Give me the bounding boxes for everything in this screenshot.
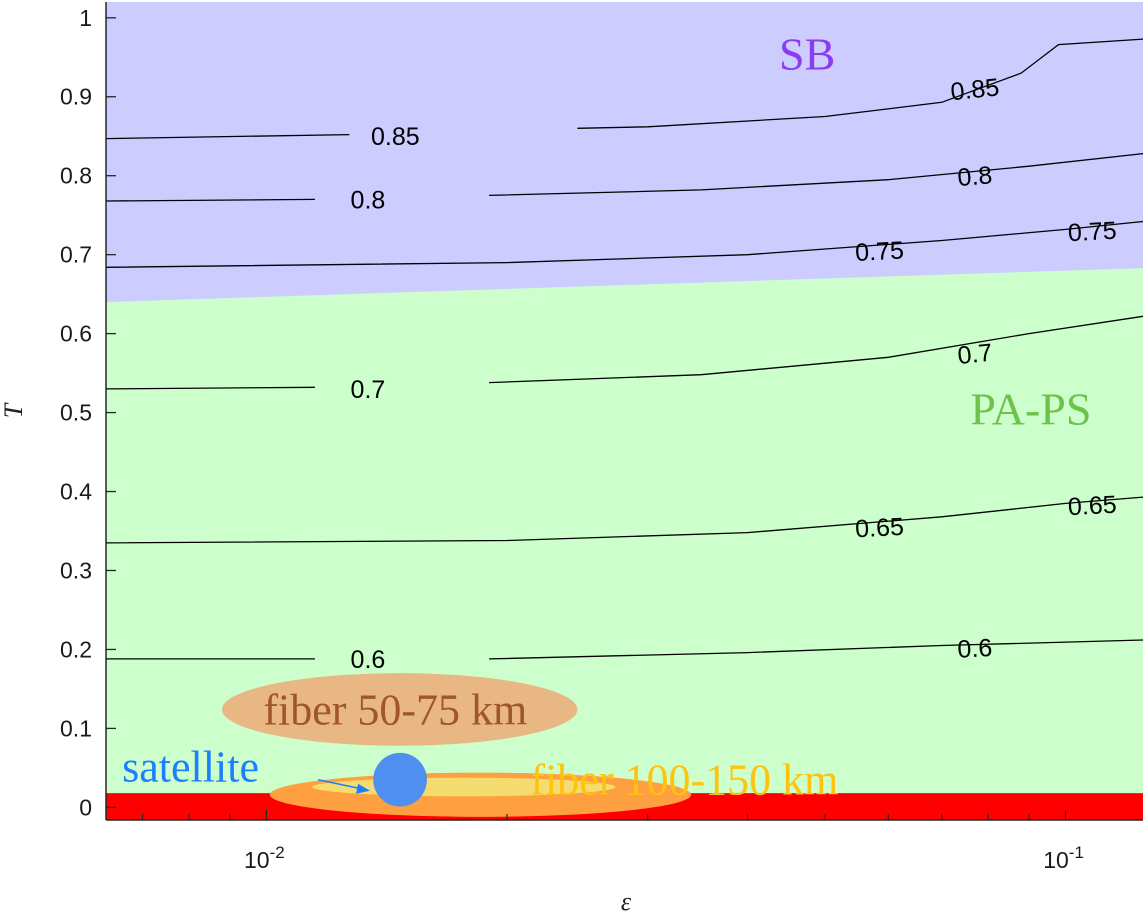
satellite-arrow-head	[356, 783, 371, 794]
y-tick-label: 0.5	[60, 400, 92, 426]
y-tick-label: 0.1	[60, 715, 92, 741]
y-tick-label: 0.3	[60, 557, 92, 583]
contour-label-layer: SB PA-PS 0.85 0.85 0.8 0.8 0.75 0.75 0.7 0.7 0.65 0…	[351, 28, 1118, 674]
contour-0-75	[105, 220, 1144, 268]
contour-0-8-segment	[489, 152, 1144, 197]
x-axis-label: ε	[621, 887, 632, 914]
contour-label: 0.75	[1067, 217, 1117, 248]
y-tick-label: 0.2	[60, 636, 92, 662]
contour-0-85	[105, 133, 350, 140]
contour-label: 0.85	[371, 123, 420, 151]
contour-label: 0.6	[351, 646, 386, 674]
contour-label: 0.8	[956, 161, 993, 192]
axes: 0 0.1 0.2 0.3 0.4 0.5 0.6 0.7 0.8 0.9 1 10-2 10-1	[60, 2, 1143, 873]
y-tick-label: 0.8	[60, 163, 92, 189]
fiber-100-150-label: fiber 100-150 km	[530, 756, 838, 805]
y-tick-label: 0.7	[60, 242, 92, 268]
contour-layer	[105, 38, 1144, 660]
contour-label: 0.65	[1067, 491, 1117, 522]
contour-label: 0.85	[949, 73, 1000, 106]
y-tick-label: 0.9	[60, 84, 92, 110]
fiber-50-75-label: fiber 50-75 km	[263, 685, 527, 734]
contour-label: 0.7	[956, 339, 994, 370]
region-label-sb: SB	[779, 28, 835, 79]
contour-label: 0.8	[351, 186, 386, 214]
contour-label: 0.65	[854, 513, 904, 544]
satellite-marker	[373, 752, 427, 807]
y-tick-label: 0.6	[60, 321, 92, 347]
region-label-pa-ps: PA-PS	[970, 384, 1091, 435]
contour-label: 0.7	[351, 376, 386, 404]
contour-0-65	[105, 496, 1144, 544]
y-tick-label: 0.4	[60, 479, 92, 505]
contour-0-8	[105, 198, 315, 202]
satellite-label: satellite	[122, 742, 259, 791]
contour-0-7-segment	[489, 315, 1144, 384]
x-tick-label: 10-2	[244, 843, 285, 873]
x-tick-label: 10-1	[1043, 843, 1084, 873]
contour-0-6-segment	[489, 639, 1144, 660]
contour-label: 0.6	[957, 634, 993, 664]
contour-0-7	[105, 386, 315, 390]
y-axis-label: T	[0, 402, 28, 418]
contour-label: 0.75	[854, 236, 904, 267]
contour-0-85-segment	[577, 38, 1144, 129]
y-tick-label: 1	[79, 5, 92, 31]
y-tick-label: 0	[79, 794, 92, 820]
region-sb	[106, 2, 1143, 303]
fiber-50-75-ellipse	[221, 673, 578, 746]
